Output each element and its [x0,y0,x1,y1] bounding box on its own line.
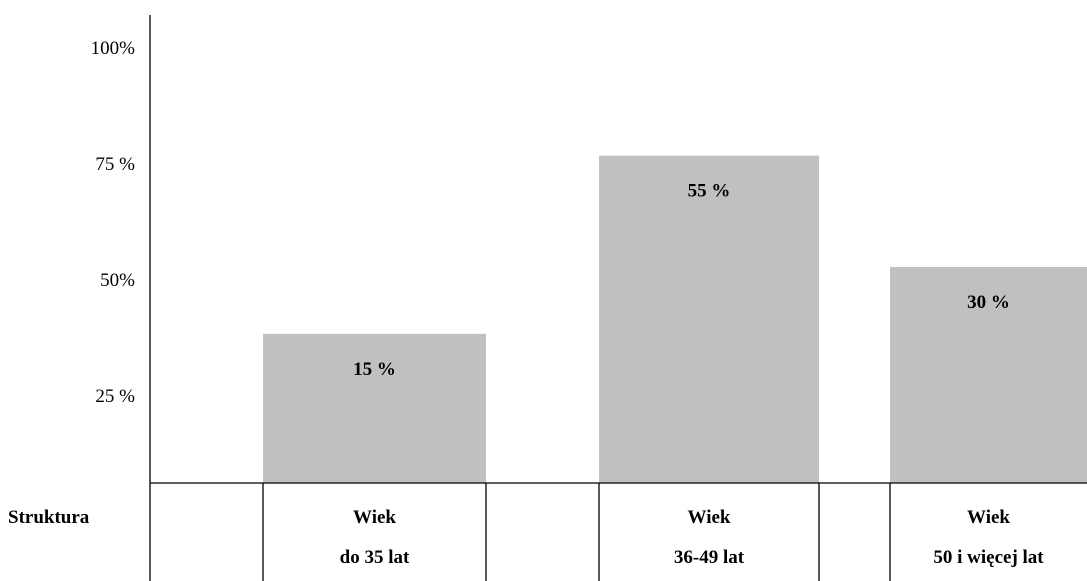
category-label-line2: do 35 lat [340,547,410,568]
data-label: 55 % [688,181,731,202]
category-label-line2: 36-49 lat [674,547,745,568]
bar [263,333,486,483]
category-table: Struktura [8,483,891,581]
category-label-line1: Wiek [967,507,1010,528]
data-label: 15 % [353,359,396,380]
bar [599,155,819,483]
y-tick-label: 50% [100,270,135,291]
y-axis-ticks: 25 % 50% 75 % 100% [91,38,136,407]
y-tick-label: 75 % [95,154,135,175]
bars [263,155,1087,483]
row-header-label: Struktura [8,507,90,528]
y-tick-label: 25 % [95,386,135,407]
category-label-line1: Wiek [688,507,731,528]
category-label-line2: 50 i więcej lat [933,547,1044,568]
data-labels: 15 % 55 % 30 % [353,181,1010,380]
category-labels: Wiek do 35 lat Wiek 36-49 lat Wiek 50 i więce… [340,507,1045,568]
data-label: 30 % [967,292,1010,313]
category-label-line1: Wiek [353,507,396,528]
y-tick-label: 100% [91,38,136,59]
bar [890,267,1087,483]
